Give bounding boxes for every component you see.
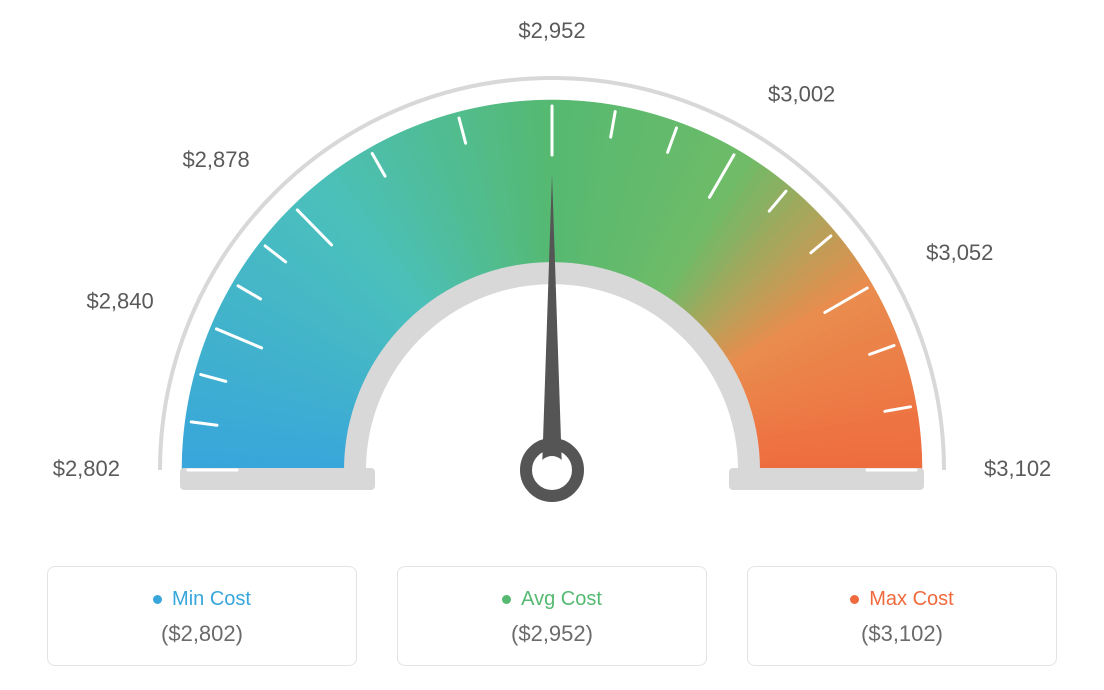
tick-label: $3,052	[926, 240, 993, 265]
gauge-svg: $2,802 $2,840 $2,878 $2,952 $3,002 $3,052 $3,1…	[0, 0, 1104, 560]
avg-cost-value: ($2,952)	[511, 621, 593, 647]
min-cost-label: Min Cost	[172, 588, 251, 611]
min-dot	[153, 595, 162, 604]
max-cost-value: ($3,102)	[861, 621, 943, 647]
tick-label: $2,840	[86, 288, 153, 313]
avg-cost-label: Avg Cost	[521, 588, 602, 611]
avg-dot	[502, 595, 511, 604]
tick-label: $2,802	[53, 456, 120, 481]
max-dot	[850, 595, 859, 604]
min-cost-card: Min Cost ($2,802)	[47, 566, 357, 666]
max-cost-card: Max Cost ($3,102)	[747, 566, 1057, 666]
legend-row: Min Cost ($2,802) Avg Cost ($2,952) Max …	[0, 566, 1104, 666]
tick-label: $3,002	[768, 82, 835, 107]
avg-cost-card: Avg Cost ($2,952)	[397, 566, 707, 666]
tick-label: $2,878	[182, 147, 249, 172]
min-cost-value: ($2,802)	[161, 621, 243, 647]
tick-label: $3,102	[984, 456, 1051, 481]
gauge-chart: $2,802 $2,840 $2,878 $2,952 $3,002 $3,052 $3,1…	[0, 0, 1104, 560]
max-cost-label: Max Cost	[869, 588, 953, 611]
tick-label: $2,952	[518, 18, 585, 43]
